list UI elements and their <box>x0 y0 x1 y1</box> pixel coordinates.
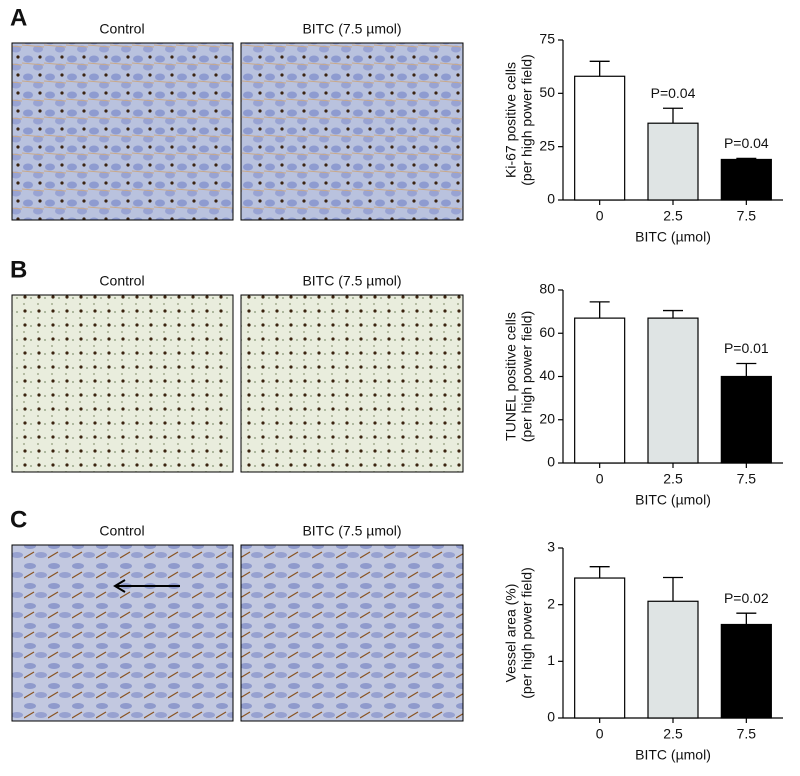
y-tick-label: 25 <box>539 137 555 153</box>
bar <box>720 623 772 719</box>
x-tick-label: 7.5 <box>737 471 757 487</box>
y-tick-label: 80 <box>539 281 555 297</box>
y-tick-label: 3 <box>547 539 555 555</box>
y-axis-label: Vessel area (%) <box>503 584 519 683</box>
micrograph <box>11 42 234 221</box>
panel-letter: A <box>10 4 27 31</box>
image-caption: Control <box>99 21 144 37</box>
x-tick-label: 2.5 <box>663 726 683 742</box>
micrograph <box>11 544 234 722</box>
y-tick-label: 1 <box>547 652 555 668</box>
x-axis-label: BITC (µmol) <box>635 492 711 508</box>
y-axis-label: Ki-67 positive cells <box>503 62 519 178</box>
y-tick-label: 0 <box>547 454 555 470</box>
image-caption: BITC (7.5 µmol) <box>302 523 401 539</box>
error-bar <box>589 60 610 77</box>
x-tick-label: 7.5 <box>737 726 757 742</box>
micrograph <box>240 544 464 722</box>
bar <box>574 75 626 201</box>
x-tick-label: 0 <box>596 726 604 742</box>
p-value: P=0.04 <box>651 85 696 101</box>
p-value: P=0.02 <box>724 590 769 606</box>
y-tick-label: 75 <box>539 31 555 47</box>
image-caption: Control <box>99 273 144 289</box>
micrograph <box>240 42 464 221</box>
x-tick-label: 2.5 <box>663 471 683 487</box>
bar <box>647 317 699 464</box>
error-bar <box>589 301 610 319</box>
y-tick-label: 50 <box>539 84 555 100</box>
error-bar <box>663 107 683 124</box>
x-tick-label: 0 <box>596 471 604 487</box>
y-tick-label: 2 <box>547 595 555 611</box>
error-bar <box>663 309 683 319</box>
x-axis-label: BITC (µmol) <box>635 747 711 763</box>
y-axis-label: (per high power field) <box>519 54 535 186</box>
image-caption: BITC (7.5 µmol) <box>302 21 401 37</box>
error-bar <box>736 612 757 625</box>
panel-letter: C <box>10 506 27 533</box>
y-tick-label: 20 <box>539 410 555 426</box>
y-tick-label: 0 <box>547 191 555 207</box>
bar <box>720 375 772 464</box>
image-caption: BITC (7.5 µmol) <box>302 273 401 289</box>
x-tick-label: 2.5 <box>663 208 683 224</box>
x-tick-label: 7.5 <box>737 208 757 224</box>
micrograph <box>240 294 464 473</box>
panel-letter: B <box>10 256 27 283</box>
bar <box>574 317 626 464</box>
micrograph <box>11 294 234 473</box>
y-tick-label: 0 <box>547 709 555 725</box>
micrographs <box>11 42 464 722</box>
error-bar <box>589 566 610 579</box>
arrow <box>113 579 180 593</box>
y-axis-label: (per high power field) <box>519 311 535 443</box>
x-axis-label: BITC (µmol) <box>635 229 711 245</box>
y-tick-label: 40 <box>539 367 555 383</box>
y-tick-label: 60 <box>539 324 555 340</box>
y-axis-label: (per high power field) <box>519 567 535 699</box>
bar <box>647 122 699 201</box>
p-value: P=0.04 <box>724 135 769 151</box>
bar <box>720 158 772 201</box>
image-caption: Control <box>99 523 144 539</box>
bar <box>647 600 699 719</box>
error-bar <box>736 362 757 377</box>
p-value: P=0.01 <box>724 340 769 356</box>
bar <box>574 577 626 719</box>
x-tick-label: 0 <box>596 208 604 224</box>
error-bar <box>663 576 683 602</box>
y-axis-label: TUNEL positive cells <box>503 312 519 441</box>
